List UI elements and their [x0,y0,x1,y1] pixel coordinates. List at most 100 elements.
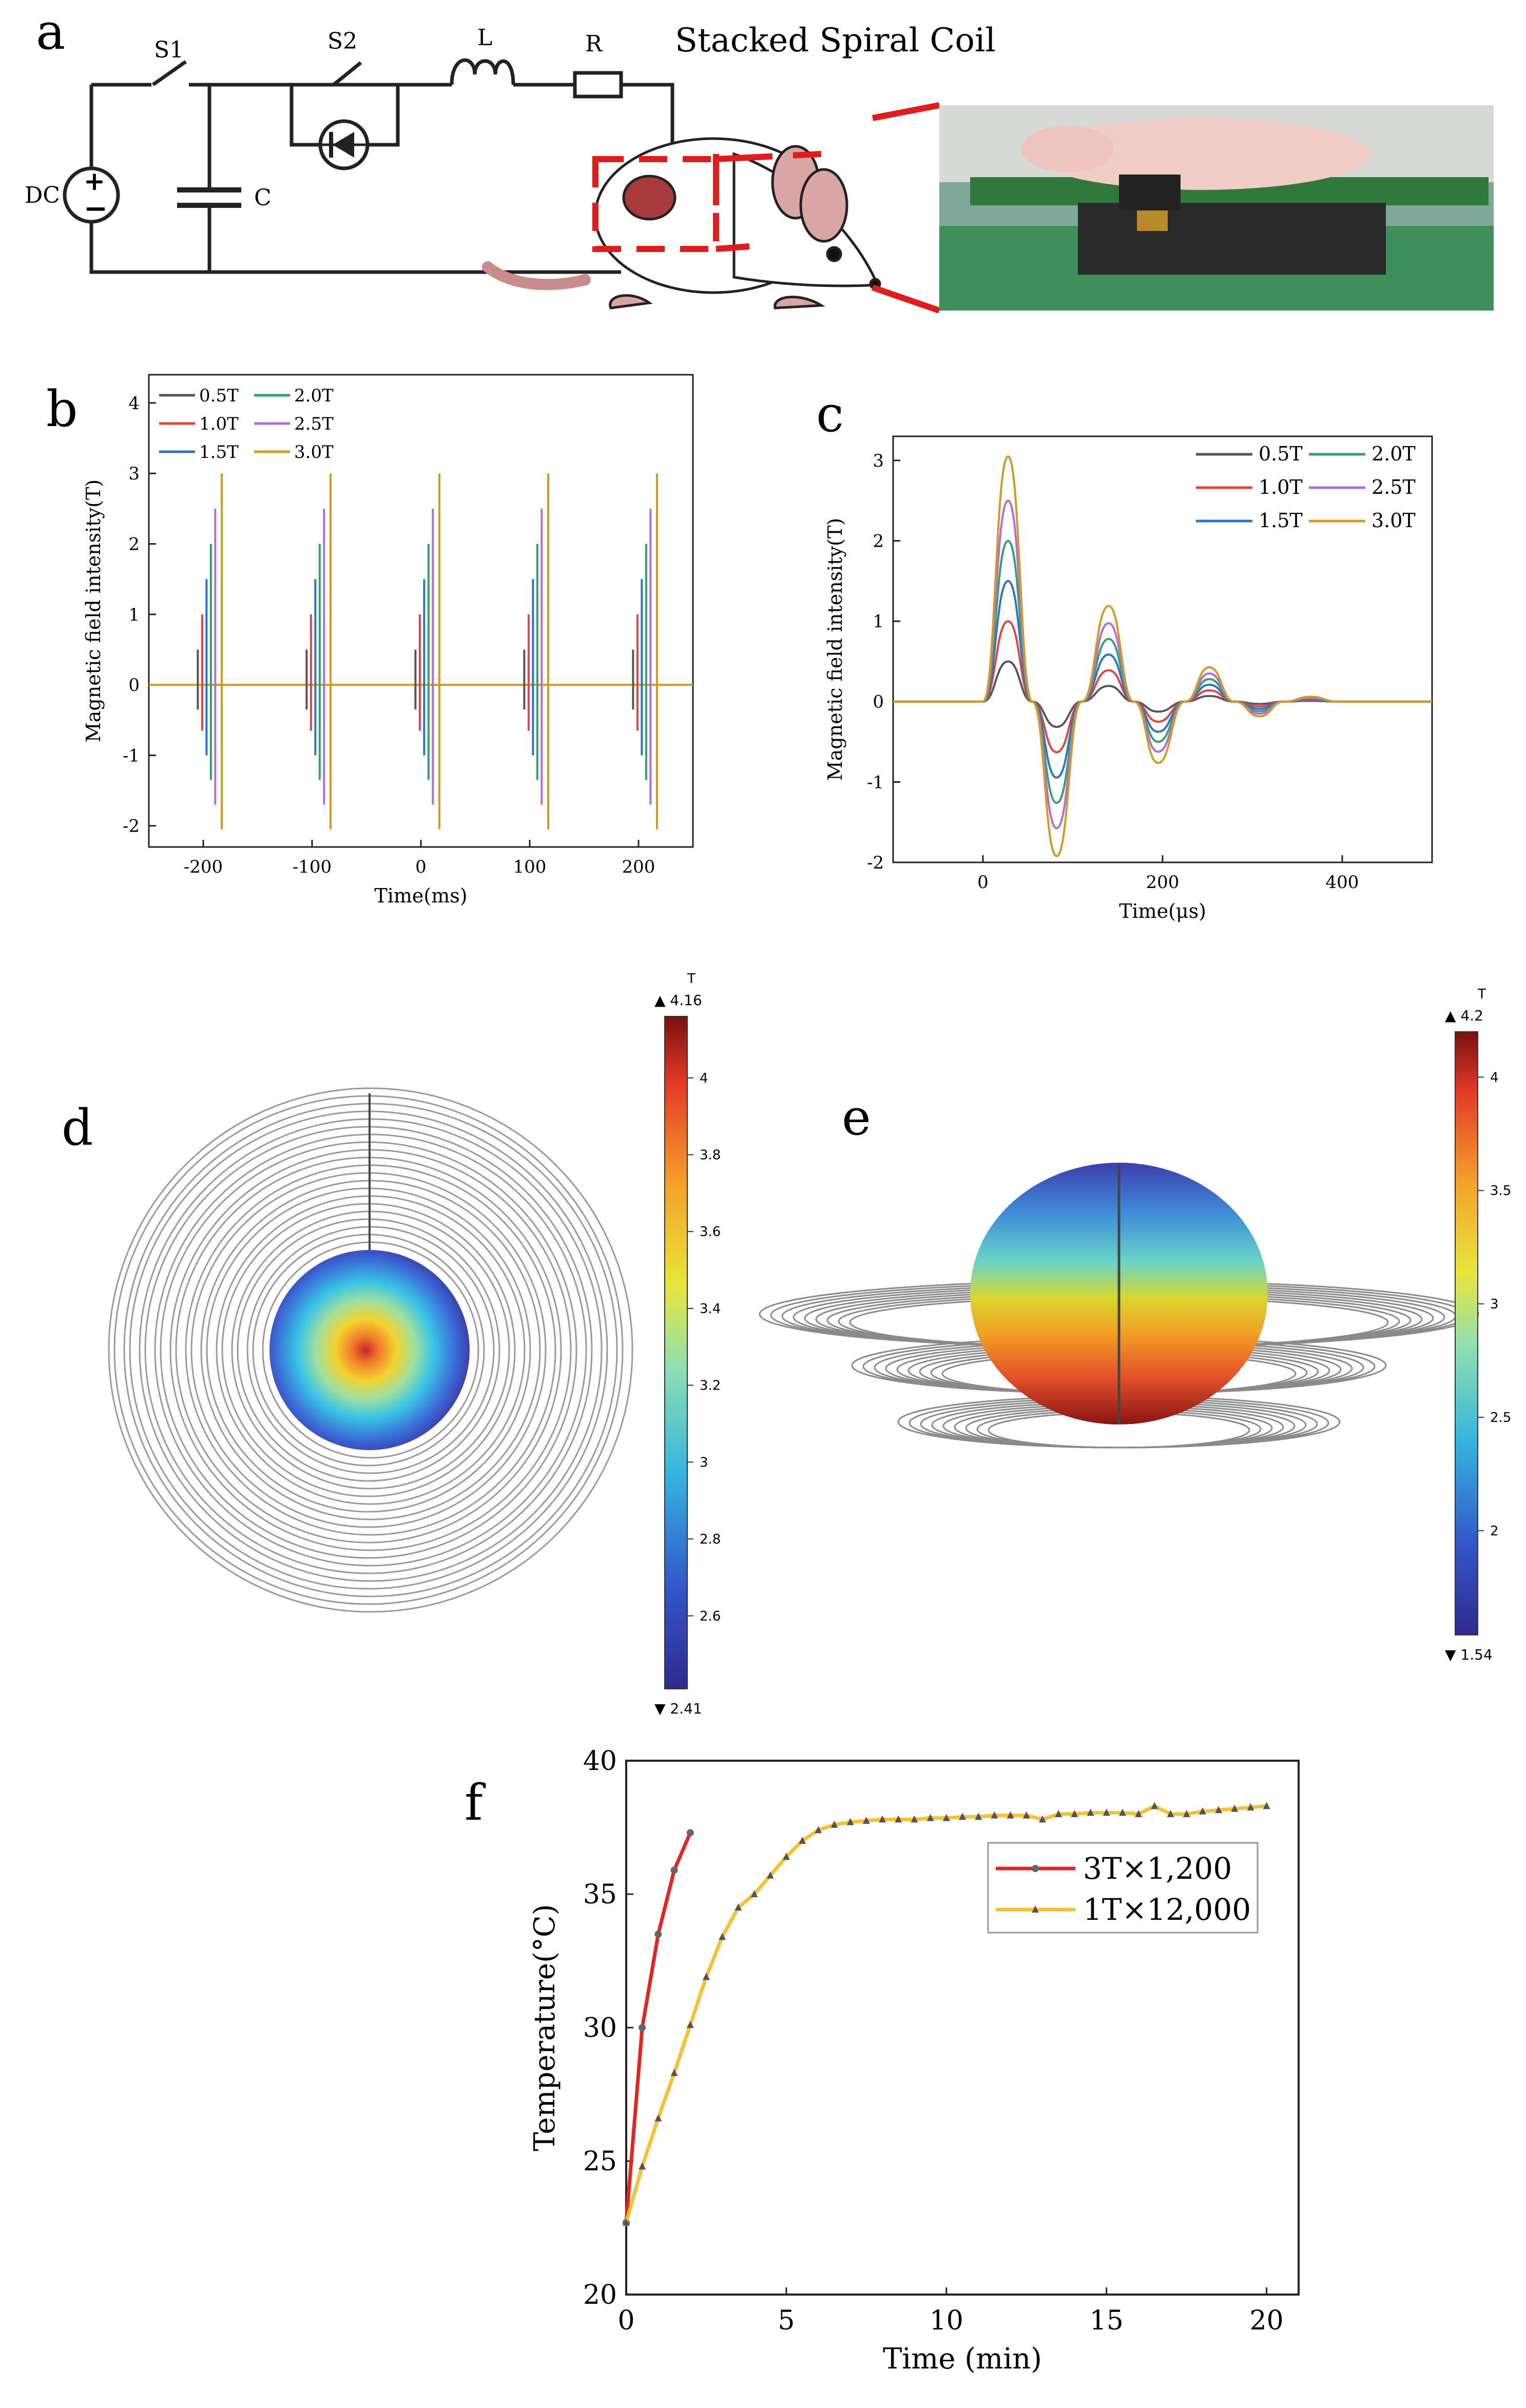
panel-label-e: e [842,1089,871,1146]
switch-s2-blade [332,61,362,86]
colorbar-gradient [1455,1031,1478,1635]
y-tick-label: -1 [867,772,884,793]
colorbar-tick-label: 3 [700,1455,708,1470]
data-point-triangle [782,1853,790,1860]
waveform-2.0T [893,540,1432,804]
x-tick-label: 100 [513,857,547,877]
data-point-triangle [719,1933,726,1940]
data-point-triangle [911,1815,918,1823]
circuit-wires [89,83,674,274]
data-point-triangle [926,1814,934,1821]
plot-frame [892,435,1433,863]
y-axis-label: Magnetic field intensity(T) [824,518,846,781]
colorbar-tick-label: 3.8 [700,1147,721,1163]
switch-s1-blade [151,60,187,86]
data-point-triangle [1007,1811,1014,1819]
panel-label-f: f [465,1774,486,1832]
data-point-triangle [799,1837,806,1844]
data-point-triangle [686,2020,694,2028]
data-point-triangle [735,1903,742,1911]
x-tick-label: 200 [622,857,655,877]
data-point-triangle [1038,1815,1046,1823]
legend-label: 2.0T [1372,442,1416,465]
coil-ring [108,1087,633,1613]
data-point-triangle [654,2114,662,2122]
colorbar-tick-label: 2 [1490,1524,1499,1539]
panel-d-colorbar: T ▲ 4.16 ▼ 2.41 4 3.8 3.6 3.4 3.2 3 2.8 2.6 [654,971,721,1717]
colorbar-tick-label: 3.5 [1490,1183,1511,1199]
legend-label: 0.5T [1259,442,1303,465]
panel-d-simulation: d [62,971,721,1717]
data-point-triangle [1215,1806,1223,1814]
panel-f-chart: f 0 5 10 15 20 20 25 30 35 40 Time (min) Temperatur… [465,1746,1300,2376]
legend-label: 2.5T [294,414,334,434]
data-point-triangle [1199,1807,1206,1815]
y-tick-label: 2 [873,531,884,551]
data-point-triangle [1087,1808,1094,1816]
panel-f-plot-area: 0 5 10 15 20 20 25 30 35 40 Time (min) Temperature(… [528,1746,1300,2376]
data-point-triangle [879,1815,886,1823]
colorbar-max-label: ▲ 4.2 [1445,1007,1483,1024]
x-tick-label: -100 [293,857,332,877]
data-point-circle [686,1829,694,1837]
panel-label-d: d [62,1099,93,1157]
inductor-symbol [450,58,515,85]
y-tick-label: -1 [123,745,140,766]
field-distribution-disk [269,1250,470,1450]
y-tick-label: 3 [873,451,884,471]
colorbar-max-label: ▲ 4.16 [654,992,702,1009]
data-point-triangle [766,1871,774,1879]
panel-c-chart: c 0 200 400 -2 -1 0 1 2 3 Time(μs) Magnetic field … [816,386,1433,922]
legend-label: 3T×1,200 [1083,1851,1232,1886]
y-axis-label: Temperature(°C) [528,1904,562,2151]
dc-label: DC [25,182,60,208]
zoom-indicator [592,102,940,314]
data-point-triangle [1022,1811,1030,1819]
x-tick-label: 200 [1146,872,1180,893]
y-tick-label: 40 [583,1746,617,1777]
x-tick-label: 5 [778,2305,795,2336]
y-tick-label: 3 [128,464,140,484]
waveform-0.5T [893,660,1432,728]
data-point-triangle [862,1817,870,1824]
data-point-triangle [1231,1804,1239,1812]
data-point-triangle [1103,1808,1110,1816]
capacitor-label: C [254,185,272,211]
waveform-3.0T [893,455,1432,857]
colorbar-gradient [664,1016,688,1689]
y-tick-label: 0 [873,692,884,712]
data-point-triangle [846,1818,854,1825]
legend-label: 1.0T [1259,476,1303,498]
plot-frame [625,1760,1300,2296]
waveform-1.0T [893,620,1432,754]
resistor-label: R [585,31,603,57]
colorbar-tick-label: 3 [1490,1297,1499,1312]
data-point-triangle [895,1815,902,1823]
legend-label: 1.5T [199,442,239,463]
colorbar-min-label: ▼ 2.41 [654,1700,702,1717]
legend-label: 1.5T [1259,509,1303,532]
y-tick-label: 1 [873,611,884,632]
data-point-circle [639,2024,646,2031]
data-point-triangle [1167,1810,1174,1817]
colorbar-unit: T [1477,987,1486,1002]
colorbar-tick-label: 4 [1490,1070,1499,1085]
data-point-triangle [1118,1808,1126,1816]
colorbar-tick-label: 3.6 [700,1224,721,1240]
colorbar-tick-label: 4 [700,1071,708,1086]
x-tick-label: 400 [1326,872,1359,893]
y-tick-label: 1 [128,605,140,625]
legend-label: 3.0T [1372,509,1416,532]
dc-minus-sign: − [84,192,108,225]
data-point-triangle [942,1814,950,1821]
panel-a-title: Stacked Spiral Coil [675,22,996,60]
waveform-2.5T [893,499,1432,830]
y-tick-label: 30 [583,2013,617,2044]
x-tick-label: 10 [930,2305,963,2336]
colorbar-tick-label: 3.4 [700,1301,721,1317]
y-tick-label: 35 [583,1879,617,1910]
y-tick-label: 25 [583,2146,617,2177]
legend-frame [987,1842,1259,1934]
y-tick-label: -2 [867,853,884,873]
